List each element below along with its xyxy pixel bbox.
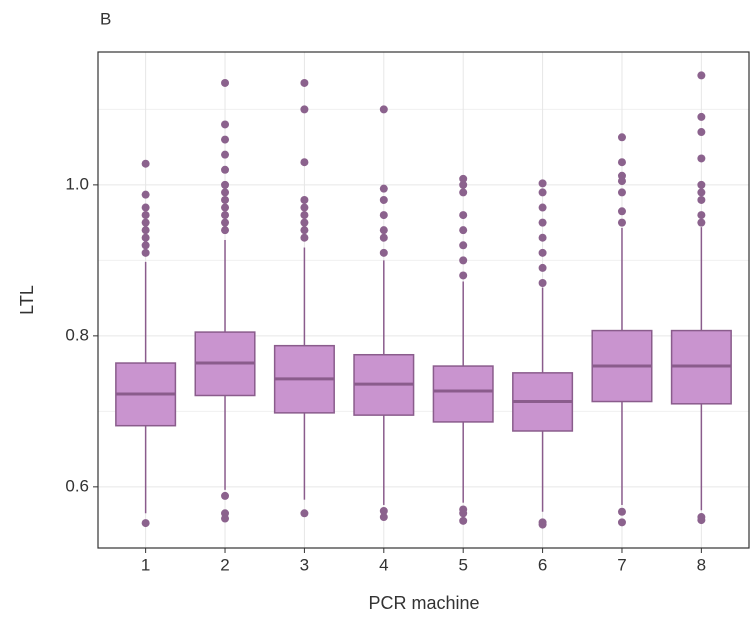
outlier <box>221 135 230 144</box>
outlier <box>538 279 547 288</box>
chart-title: B <box>100 9 111 28</box>
outlier <box>300 158 309 167</box>
y-axis-label: LTL <box>17 285 37 315</box>
outlier <box>538 233 547 242</box>
outlier <box>141 218 150 227</box>
outlier <box>379 105 388 114</box>
outlier <box>221 195 230 204</box>
x-axis-label: PCR machine <box>368 593 479 613</box>
outlier <box>141 211 150 220</box>
outlier <box>300 218 309 227</box>
x-tick-label: 3 <box>300 555 309 574</box>
x-tick-label: 7 <box>617 555 626 574</box>
outlier <box>459 241 468 250</box>
outlier <box>141 241 150 250</box>
outlier <box>617 518 626 527</box>
x-tick-label: 4 <box>379 555 388 574</box>
outlier <box>379 184 388 193</box>
outlier <box>300 78 309 87</box>
outlier <box>141 519 150 528</box>
outlier <box>300 203 309 212</box>
outlier <box>221 226 230 235</box>
outlier <box>697 71 706 80</box>
outlier <box>221 180 230 189</box>
outlier <box>300 226 309 235</box>
outlier <box>379 233 388 242</box>
outlier <box>459 256 468 265</box>
outlier <box>617 158 626 167</box>
x-tick-label: 5 <box>458 555 467 574</box>
outlier <box>300 509 309 518</box>
outlier <box>697 128 706 137</box>
outlier <box>141 226 150 235</box>
outlier <box>459 174 468 183</box>
x-tick-label: 2 <box>220 555 229 574</box>
outlier <box>697 112 706 121</box>
outlier <box>538 218 547 227</box>
outlier <box>617 207 626 216</box>
outlier <box>538 203 547 212</box>
outlier <box>300 195 309 204</box>
outlier <box>617 133 626 142</box>
outlier <box>141 233 150 242</box>
outlier <box>221 509 230 518</box>
outlier <box>221 120 230 129</box>
y-tick-label: 1.0 <box>65 174 89 193</box>
outlier <box>221 150 230 159</box>
outlier <box>221 165 230 174</box>
y-tick-label: 0.8 <box>65 325 89 344</box>
outlier <box>697 195 706 204</box>
outlier <box>141 248 150 257</box>
outlier <box>697 513 706 522</box>
y-tick-label: 0.6 <box>65 476 89 495</box>
outlier <box>697 154 706 163</box>
outlier <box>221 218 230 227</box>
outlier <box>617 218 626 227</box>
outlier <box>459 180 468 189</box>
outlier <box>379 507 388 516</box>
outlier <box>697 218 706 227</box>
outlier <box>141 203 150 212</box>
outlier <box>379 211 388 220</box>
outlier <box>300 211 309 220</box>
outlier <box>538 518 547 527</box>
outlier <box>459 188 468 197</box>
outlier <box>379 226 388 235</box>
outlier <box>538 188 547 197</box>
outlier <box>300 105 309 114</box>
x-tick-label: 1 <box>141 555 150 574</box>
box <box>432 365 494 423</box>
outlier <box>221 491 230 500</box>
outlier <box>300 233 309 242</box>
outlier <box>459 271 468 280</box>
outlier <box>141 159 150 168</box>
x-tick-label: 6 <box>538 555 547 574</box>
outlier <box>538 263 547 272</box>
outlier <box>697 180 706 189</box>
outlier <box>697 211 706 220</box>
outlier <box>617 171 626 180</box>
outlier <box>221 211 230 220</box>
outlier <box>221 188 230 197</box>
outlier <box>379 195 388 204</box>
x-tick-label: 8 <box>697 555 706 574</box>
outlier <box>697 188 706 197</box>
outlier <box>221 78 230 87</box>
outlier <box>538 179 547 188</box>
outlier <box>459 211 468 220</box>
outlier <box>459 226 468 235</box>
outlier <box>379 248 388 257</box>
outlier <box>459 516 468 525</box>
plot-border <box>97 51 750 549</box>
outlier <box>538 248 547 257</box>
outlier <box>141 190 150 199</box>
outlier <box>459 505 468 514</box>
outlier <box>379 513 388 522</box>
outlier <box>617 188 626 197</box>
outlier <box>617 507 626 516</box>
outlier <box>221 203 230 212</box>
